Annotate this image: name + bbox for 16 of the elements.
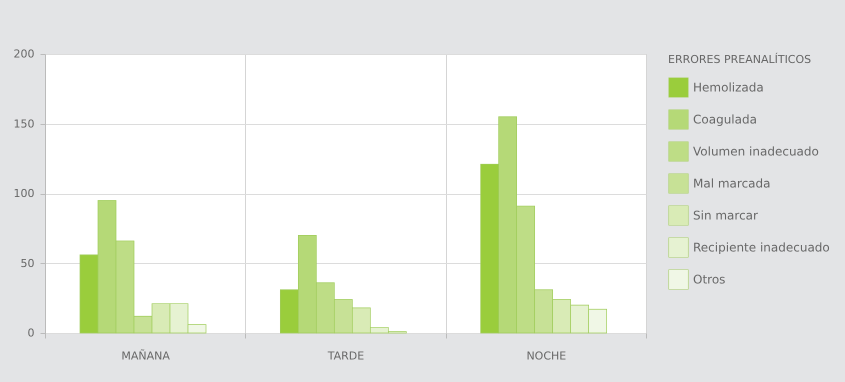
y-tick-label: 200 (14, 48, 34, 60)
y-tick-label: 0 (28, 326, 34, 340)
x-tick-label: TARDE (326, 350, 364, 362)
legend-label: Volumen inadecuado (693, 144, 819, 158)
y-tick-label: 150 (14, 117, 34, 130)
legend-label: Hemolizada (693, 80, 764, 94)
legend-label: Coagulada (693, 112, 757, 126)
y-tick-label: 50 (20, 256, 34, 270)
legend-label: Recipiente inadecuado (693, 240, 830, 254)
y-tick-label: 100 (14, 187, 34, 200)
x-tick-label: NOCHE (526, 350, 566, 362)
legend-label: Mal marcada (693, 176, 770, 190)
x-tick-label: MAÑANA (121, 348, 170, 362)
legend-title: ERRORES PREANALÍTICOS (668, 52, 812, 66)
legend-label: Sin marcar (693, 208, 758, 222)
legend-label: Otros (693, 272, 726, 286)
